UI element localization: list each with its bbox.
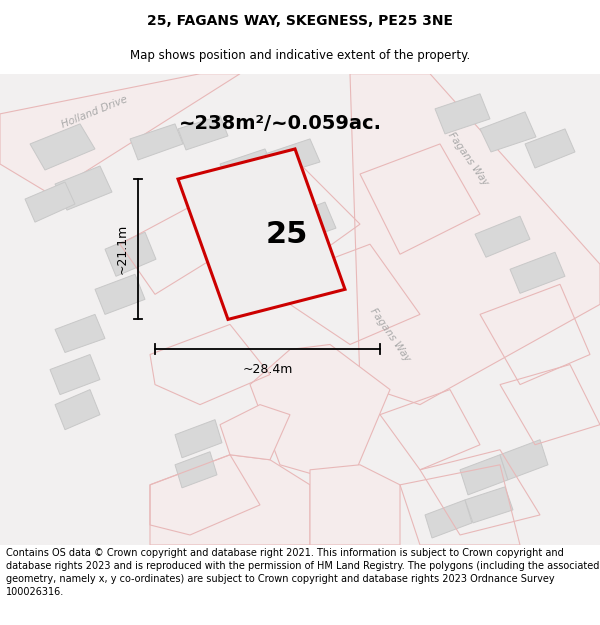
Polygon shape <box>220 404 290 460</box>
Polygon shape <box>350 74 600 404</box>
Polygon shape <box>510 253 565 293</box>
Polygon shape <box>55 389 100 430</box>
Polygon shape <box>460 455 508 495</box>
Polygon shape <box>230 232 285 274</box>
Text: Fagans Way: Fagans Way <box>368 306 412 363</box>
Polygon shape <box>105 232 156 276</box>
Text: ~238m²/~0.059ac.: ~238m²/~0.059ac. <box>179 114 382 133</box>
Polygon shape <box>175 419 222 457</box>
Polygon shape <box>280 202 336 244</box>
Polygon shape <box>30 124 95 170</box>
Polygon shape <box>220 149 275 186</box>
Polygon shape <box>178 116 228 150</box>
Polygon shape <box>95 274 145 314</box>
Polygon shape <box>25 182 75 222</box>
Polygon shape <box>465 487 513 523</box>
Text: Contains OS data © Crown copyright and database right 2021. This information is : Contains OS data © Crown copyright and d… <box>6 548 599 598</box>
Text: 25: 25 <box>265 219 308 249</box>
Polygon shape <box>55 314 105 352</box>
Polygon shape <box>150 455 310 545</box>
Text: Map shows position and indicative extent of the property.: Map shows position and indicative extent… <box>130 49 470 62</box>
Text: 25, FAGANS WAY, SKEGNESS, PE25 3NE: 25, FAGANS WAY, SKEGNESS, PE25 3NE <box>147 14 453 28</box>
Text: ~28.4m: ~28.4m <box>242 363 293 376</box>
Polygon shape <box>175 452 217 488</box>
Polygon shape <box>265 139 320 176</box>
Polygon shape <box>310 465 400 545</box>
Text: ~21.1m: ~21.1m <box>115 224 128 274</box>
Polygon shape <box>50 354 100 394</box>
Polygon shape <box>55 166 112 210</box>
Polygon shape <box>130 124 183 160</box>
Polygon shape <box>435 94 490 134</box>
Polygon shape <box>525 129 575 168</box>
Polygon shape <box>480 112 536 152</box>
Polygon shape <box>0 74 240 194</box>
Polygon shape <box>475 216 530 258</box>
Text: Holland Drive: Holland Drive <box>61 94 130 129</box>
Text: Fagans Way: Fagans Way <box>446 131 490 188</box>
Polygon shape <box>425 500 472 538</box>
Polygon shape <box>500 440 548 480</box>
Polygon shape <box>250 344 390 485</box>
Polygon shape <box>178 149 345 319</box>
